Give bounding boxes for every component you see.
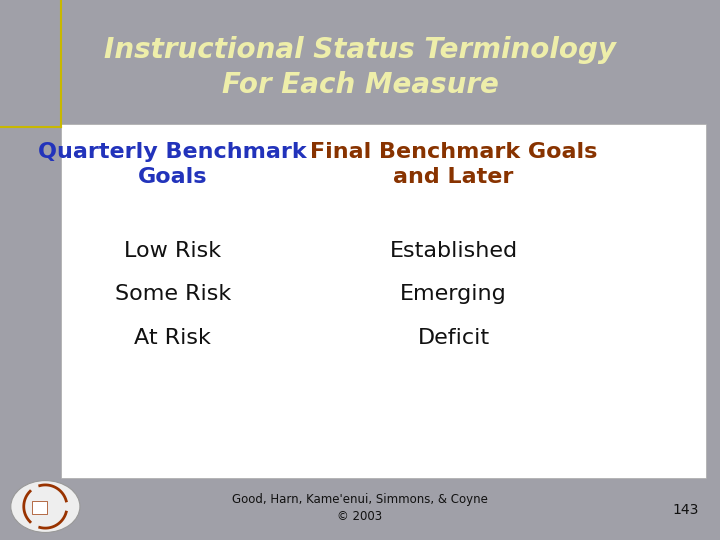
Text: 143: 143: [672, 503, 698, 517]
Text: Good, Harn, Kame'enui, Simmons, & Coyne
© 2003: Good, Harn, Kame'enui, Simmons, & Coyne …: [232, 492, 488, 523]
Text: Quarterly Benchmark
Goals: Quarterly Benchmark Goals: [38, 143, 307, 187]
Text: At Risk: At Risk: [135, 327, 211, 348]
FancyBboxPatch shape: [0, 478, 720, 540]
Text: Emerging: Emerging: [400, 284, 507, 305]
Text: Final Benchmark Goals
and Later: Final Benchmark Goals and Later: [310, 143, 598, 187]
FancyBboxPatch shape: [32, 501, 47, 514]
Text: Deficit: Deficit: [418, 327, 490, 348]
FancyBboxPatch shape: [0, 0, 720, 127]
FancyBboxPatch shape: [61, 124, 706, 478]
Text: Instructional Status Terminology
For Each Measure: Instructional Status Terminology For Eac…: [104, 36, 616, 99]
Circle shape: [11, 481, 80, 532]
Text: Some Risk: Some Risk: [114, 284, 231, 305]
Text: Low Risk: Low Risk: [125, 241, 221, 261]
Text: Established: Established: [390, 241, 518, 261]
